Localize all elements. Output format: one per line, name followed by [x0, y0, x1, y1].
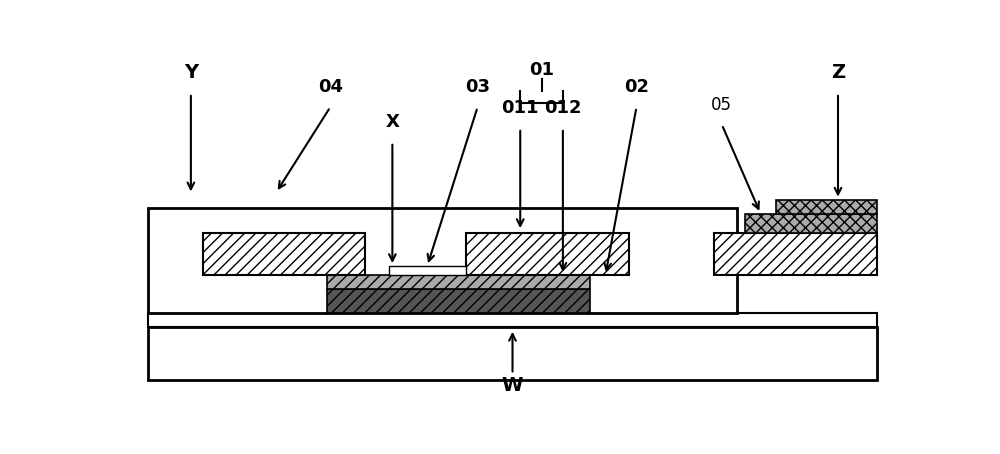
Text: W: W: [502, 376, 523, 395]
Text: 04: 04: [318, 79, 343, 96]
Bar: [202, 233, 365, 275]
Bar: [776, 200, 877, 213]
Bar: [326, 289, 590, 313]
Text: Y: Y: [184, 64, 198, 83]
Bar: [388, 266, 466, 275]
Bar: [148, 327, 877, 380]
Text: X: X: [385, 114, 399, 131]
Bar: [326, 275, 590, 289]
Bar: [148, 313, 877, 327]
Bar: [714, 233, 877, 275]
Text: 011: 011: [502, 99, 539, 118]
Bar: [745, 213, 877, 233]
Text: 01: 01: [529, 61, 554, 79]
Text: 05: 05: [711, 96, 732, 114]
Text: 02: 02: [624, 79, 649, 96]
Text: 012: 012: [544, 99, 582, 118]
Bar: [466, 233, 629, 275]
Text: 03: 03: [465, 79, 490, 96]
Bar: [148, 208, 737, 313]
Text: Z: Z: [831, 64, 845, 83]
